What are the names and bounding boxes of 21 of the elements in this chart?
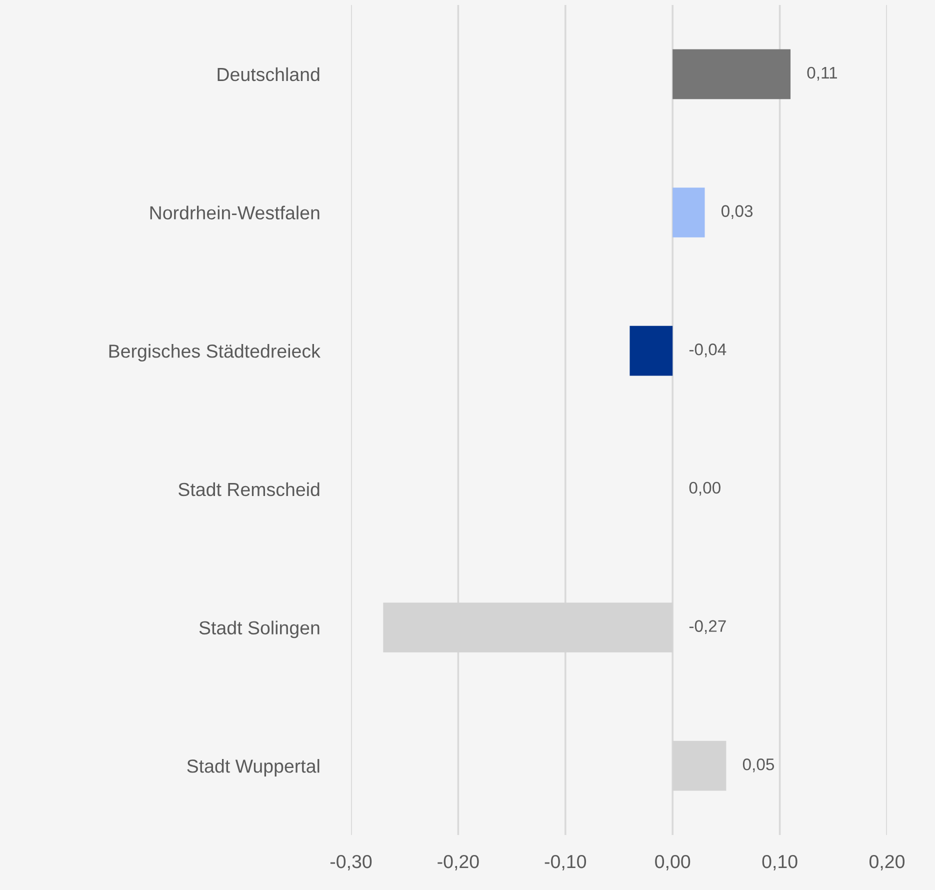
data-label: 0,00 [689, 482, 720, 496]
y-tick-label: Stadt Solingen [199, 620, 320, 638]
data-label: -0,04 [689, 344, 726, 358]
bar [672, 49, 791, 100]
y-tick-label: Stadt Remscheid [178, 482, 320, 496]
x-tick-label: -0,20 [438, 854, 479, 870]
data-label: 0,05 [742, 758, 774, 772]
x-tick-label: 0,00 [655, 854, 690, 870]
x-tick-label: -0,10 [544, 854, 586, 870]
bar [672, 188, 705, 238]
x-tick-label: -0,30 [330, 854, 372, 870]
y-tick-label: Bergisches Städtedreieck [109, 344, 320, 362]
y-tick-label: Nordrhein-Westfalen [150, 206, 320, 220]
data-label: 0,03 [721, 205, 753, 219]
x-tick-label: 0,10 [762, 854, 798, 870]
x-tick-label: 0,20 [869, 854, 905, 870]
y-tick-label: Deutschland [218, 67, 320, 82]
bar [630, 326, 673, 376]
data-label: 0,11 [807, 66, 837, 81]
data-label: -0,27 [689, 620, 726, 634]
y-tick-label: Stadt Wuppertal [187, 759, 320, 777]
